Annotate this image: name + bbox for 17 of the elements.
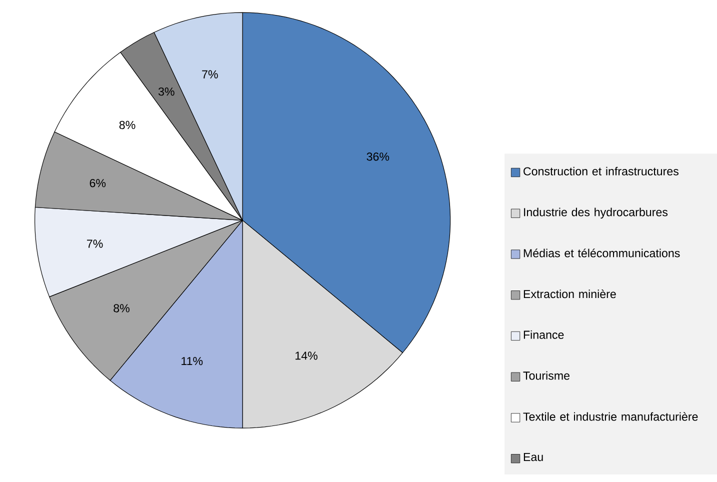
legend-label: Finance [524, 330, 564, 339]
legend-label: Eau [524, 452, 543, 461]
legend-label: Extraction minière [524, 289, 616, 298]
data-label: 14% [296, 352, 318, 360]
legend-label: Industrie des hydrocarbures [524, 208, 668, 218]
legend-label: Médias et télécommunications [524, 248, 680, 258]
data-label: 11% [182, 356, 203, 366]
data-label: 8% [119, 120, 136, 129]
data-label: 6% [90, 178, 106, 188]
data-label: 36% [366, 152, 390, 161]
data-label: 3% [158, 87, 174, 96]
legend-label: Construction et infrastructures [524, 166, 678, 176]
data-label: 7% [202, 70, 218, 78]
data-label: 8% [114, 304, 130, 312]
data-label: 7% [87, 240, 103, 248]
legend-label: Textile et industrie manufacturière [523, 412, 698, 421]
legend-label: Tourisme [523, 371, 570, 380]
